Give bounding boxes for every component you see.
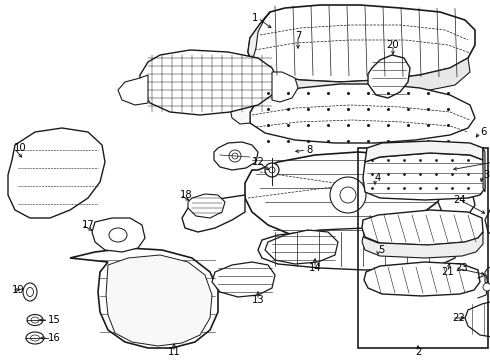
Text: 10: 10 <box>14 143 26 153</box>
Text: 2: 2 <box>415 347 421 357</box>
Text: 4: 4 <box>375 173 381 183</box>
Polygon shape <box>248 58 470 98</box>
Polygon shape <box>188 194 225 218</box>
Circle shape <box>340 187 356 203</box>
Text: 19: 19 <box>12 285 25 295</box>
Text: 6: 6 <box>480 127 487 137</box>
Polygon shape <box>465 300 490 338</box>
Polygon shape <box>368 55 410 98</box>
Ellipse shape <box>26 332 44 344</box>
Polygon shape <box>182 195 245 232</box>
Polygon shape <box>248 5 475 82</box>
Polygon shape <box>214 142 258 170</box>
Polygon shape <box>92 218 145 252</box>
Polygon shape <box>365 141 483 162</box>
Text: 13: 13 <box>252 295 264 305</box>
Polygon shape <box>362 210 483 245</box>
Polygon shape <box>230 96 258 124</box>
Polygon shape <box>364 262 480 296</box>
Text: 8: 8 <box>306 145 312 155</box>
Text: 3: 3 <box>483 170 489 180</box>
Polygon shape <box>118 75 148 105</box>
Circle shape <box>229 150 241 162</box>
Text: 7: 7 <box>295 31 301 41</box>
Text: 15: 15 <box>48 315 61 325</box>
Polygon shape <box>362 232 483 258</box>
Text: 20: 20 <box>387 40 399 50</box>
Text: 11: 11 <box>168 347 180 357</box>
Polygon shape <box>8 128 105 218</box>
Ellipse shape <box>27 315 43 325</box>
Text: 21: 21 <box>441 267 454 277</box>
Text: 16: 16 <box>48 333 61 343</box>
Polygon shape <box>485 262 490 290</box>
Polygon shape <box>248 12 270 62</box>
Text: 24: 24 <box>454 195 466 205</box>
Ellipse shape <box>23 283 37 301</box>
Polygon shape <box>140 50 278 115</box>
Polygon shape <box>272 72 298 102</box>
Circle shape <box>232 153 238 159</box>
Text: 22: 22 <box>452 313 465 323</box>
Ellipse shape <box>30 335 40 341</box>
Text: 14: 14 <box>309 263 321 273</box>
Polygon shape <box>245 152 448 238</box>
Circle shape <box>330 177 366 213</box>
Text: 5: 5 <box>378 245 384 255</box>
Text: 1: 1 <box>252 13 258 23</box>
Polygon shape <box>212 262 275 297</box>
Polygon shape <box>485 205 490 240</box>
Ellipse shape <box>109 228 127 242</box>
Polygon shape <box>106 255 212 346</box>
Polygon shape <box>250 84 475 143</box>
Ellipse shape <box>31 317 39 323</box>
Polygon shape <box>258 228 455 270</box>
Polygon shape <box>438 185 475 218</box>
Polygon shape <box>265 230 338 264</box>
Circle shape <box>269 167 275 173</box>
Ellipse shape <box>26 288 33 297</box>
Polygon shape <box>483 148 485 192</box>
Text: 18: 18 <box>180 190 193 200</box>
Text: 23: 23 <box>455 263 467 273</box>
Bar <box>358 148 488 348</box>
Text: 12: 12 <box>252 157 265 167</box>
Circle shape <box>265 163 279 177</box>
Circle shape <box>483 283 490 291</box>
Polygon shape <box>363 153 485 200</box>
Text: 17: 17 <box>82 220 95 230</box>
Polygon shape <box>70 248 218 348</box>
